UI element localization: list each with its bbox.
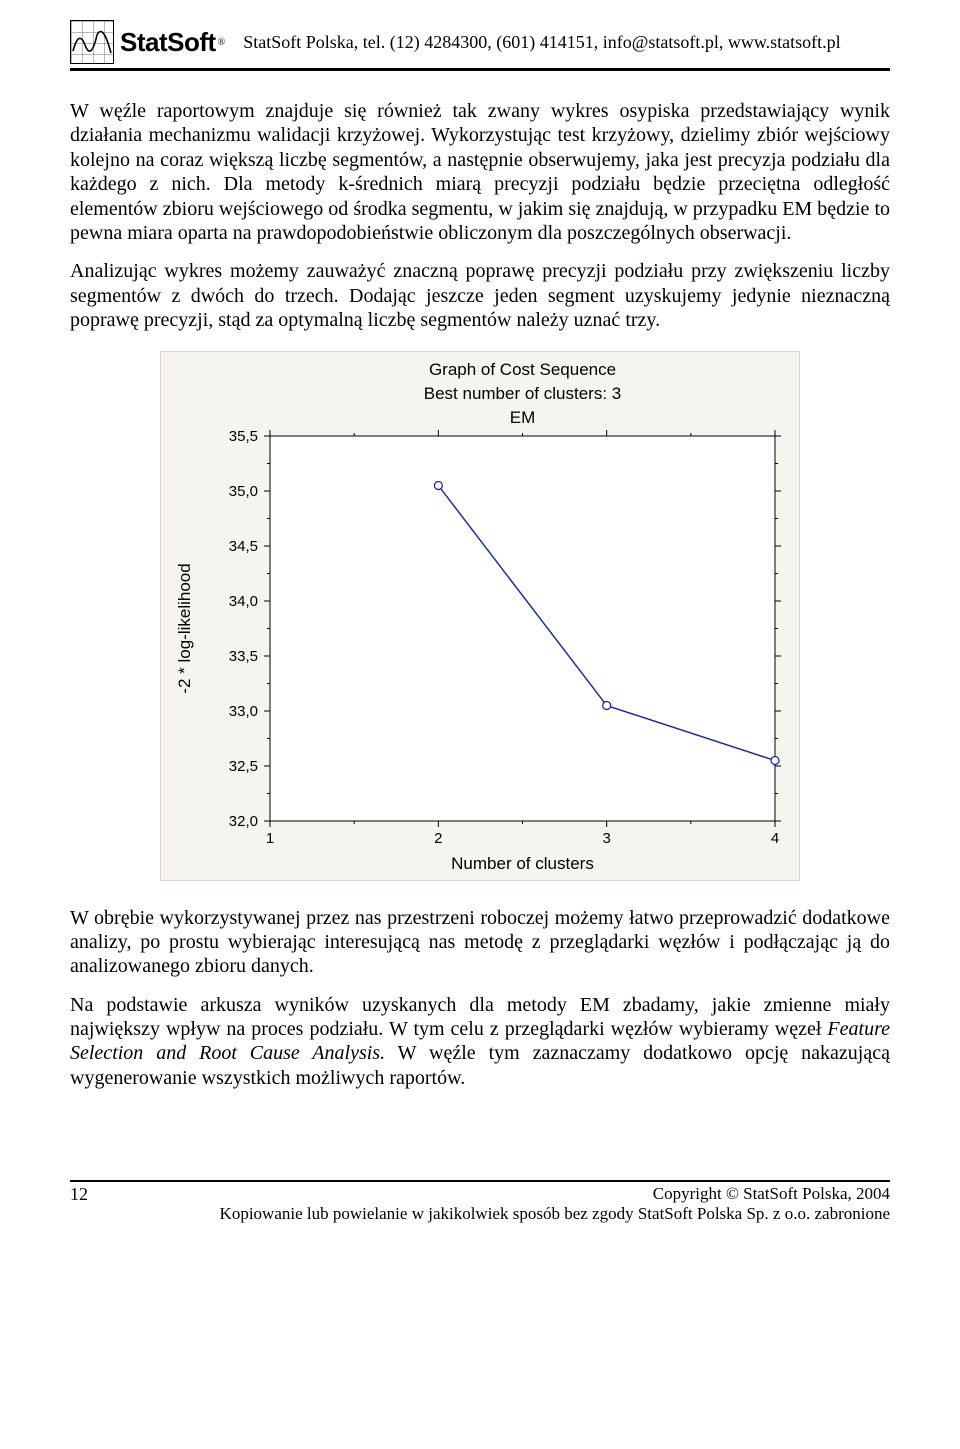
restriction-text: Kopiowanie lub powielanie w jakikolwiek … xyxy=(220,1204,890,1224)
paragraph-3: W obrębie wykorzystywanej przez nas prze… xyxy=(70,906,890,979)
svg-text:1: 1 xyxy=(266,830,274,847)
svg-text:35,5: 35,5 xyxy=(229,428,258,445)
svg-text:34,5: 34,5 xyxy=(229,538,258,555)
logo-graph-icon xyxy=(70,20,114,64)
header-contact-info: StatSoft Polska, tel. (12) 4284300, (601… xyxy=(243,32,840,53)
svg-text:-2 * log-likelihood: -2 * log-likelihood xyxy=(175,563,194,693)
cost-sequence-chart: Graph of Cost Sequence Best number of clu… xyxy=(160,351,800,886)
svg-text:35,0: 35,0 xyxy=(229,483,258,500)
page-header: StatSoft ® StatSoft Polska, tel. (12) 42… xyxy=(70,20,890,71)
svg-text:2: 2 xyxy=(434,830,442,847)
svg-text:3: 3 xyxy=(602,830,610,847)
svg-text:32,0: 32,0 xyxy=(229,813,258,830)
svg-text:4: 4 xyxy=(771,830,779,847)
svg-text:33,5: 33,5 xyxy=(229,648,258,665)
paragraph-4-before: Na podstawie arkusza wyników uzyskanych … xyxy=(70,994,890,1040)
brand-logo: StatSoft ® xyxy=(70,20,225,64)
brand-name: StatSoft xyxy=(120,27,216,58)
svg-text:Number of clusters: Number of clusters xyxy=(451,854,594,873)
svg-text:Graph of Cost Sequence: Graph of Cost Sequence xyxy=(429,360,616,379)
copyright-text: Copyright © StatSoft Polska, 2004 xyxy=(220,1184,890,1204)
registered-icon: ® xyxy=(218,37,226,48)
chart-svg: Graph of Cost Sequence Best number of clu… xyxy=(160,351,800,881)
svg-text:32,5: 32,5 xyxy=(229,758,258,775)
svg-text:34,0: 34,0 xyxy=(229,593,258,610)
paragraph-2: Analizując wykres możemy zauważyć znaczn… xyxy=(70,259,890,332)
footer-right: Copyright © StatSoft Polska, 2004 Kopiow… xyxy=(220,1184,890,1224)
svg-text:Best number of clusters: 3: Best number of clusters: 3 xyxy=(424,384,621,403)
paragraph-1: W węźle raportowym znajduje się również … xyxy=(70,99,890,245)
paragraph-4: Na podstawie arkusza wyników uzyskanych … xyxy=(70,993,890,1091)
page-footer: 12 Copyright © StatSoft Polska, 2004 Kop… xyxy=(70,1180,890,1224)
svg-text:EM: EM xyxy=(510,408,536,427)
page-number: 12 xyxy=(70,1184,88,1205)
svg-text:33,0: 33,0 xyxy=(229,703,258,720)
